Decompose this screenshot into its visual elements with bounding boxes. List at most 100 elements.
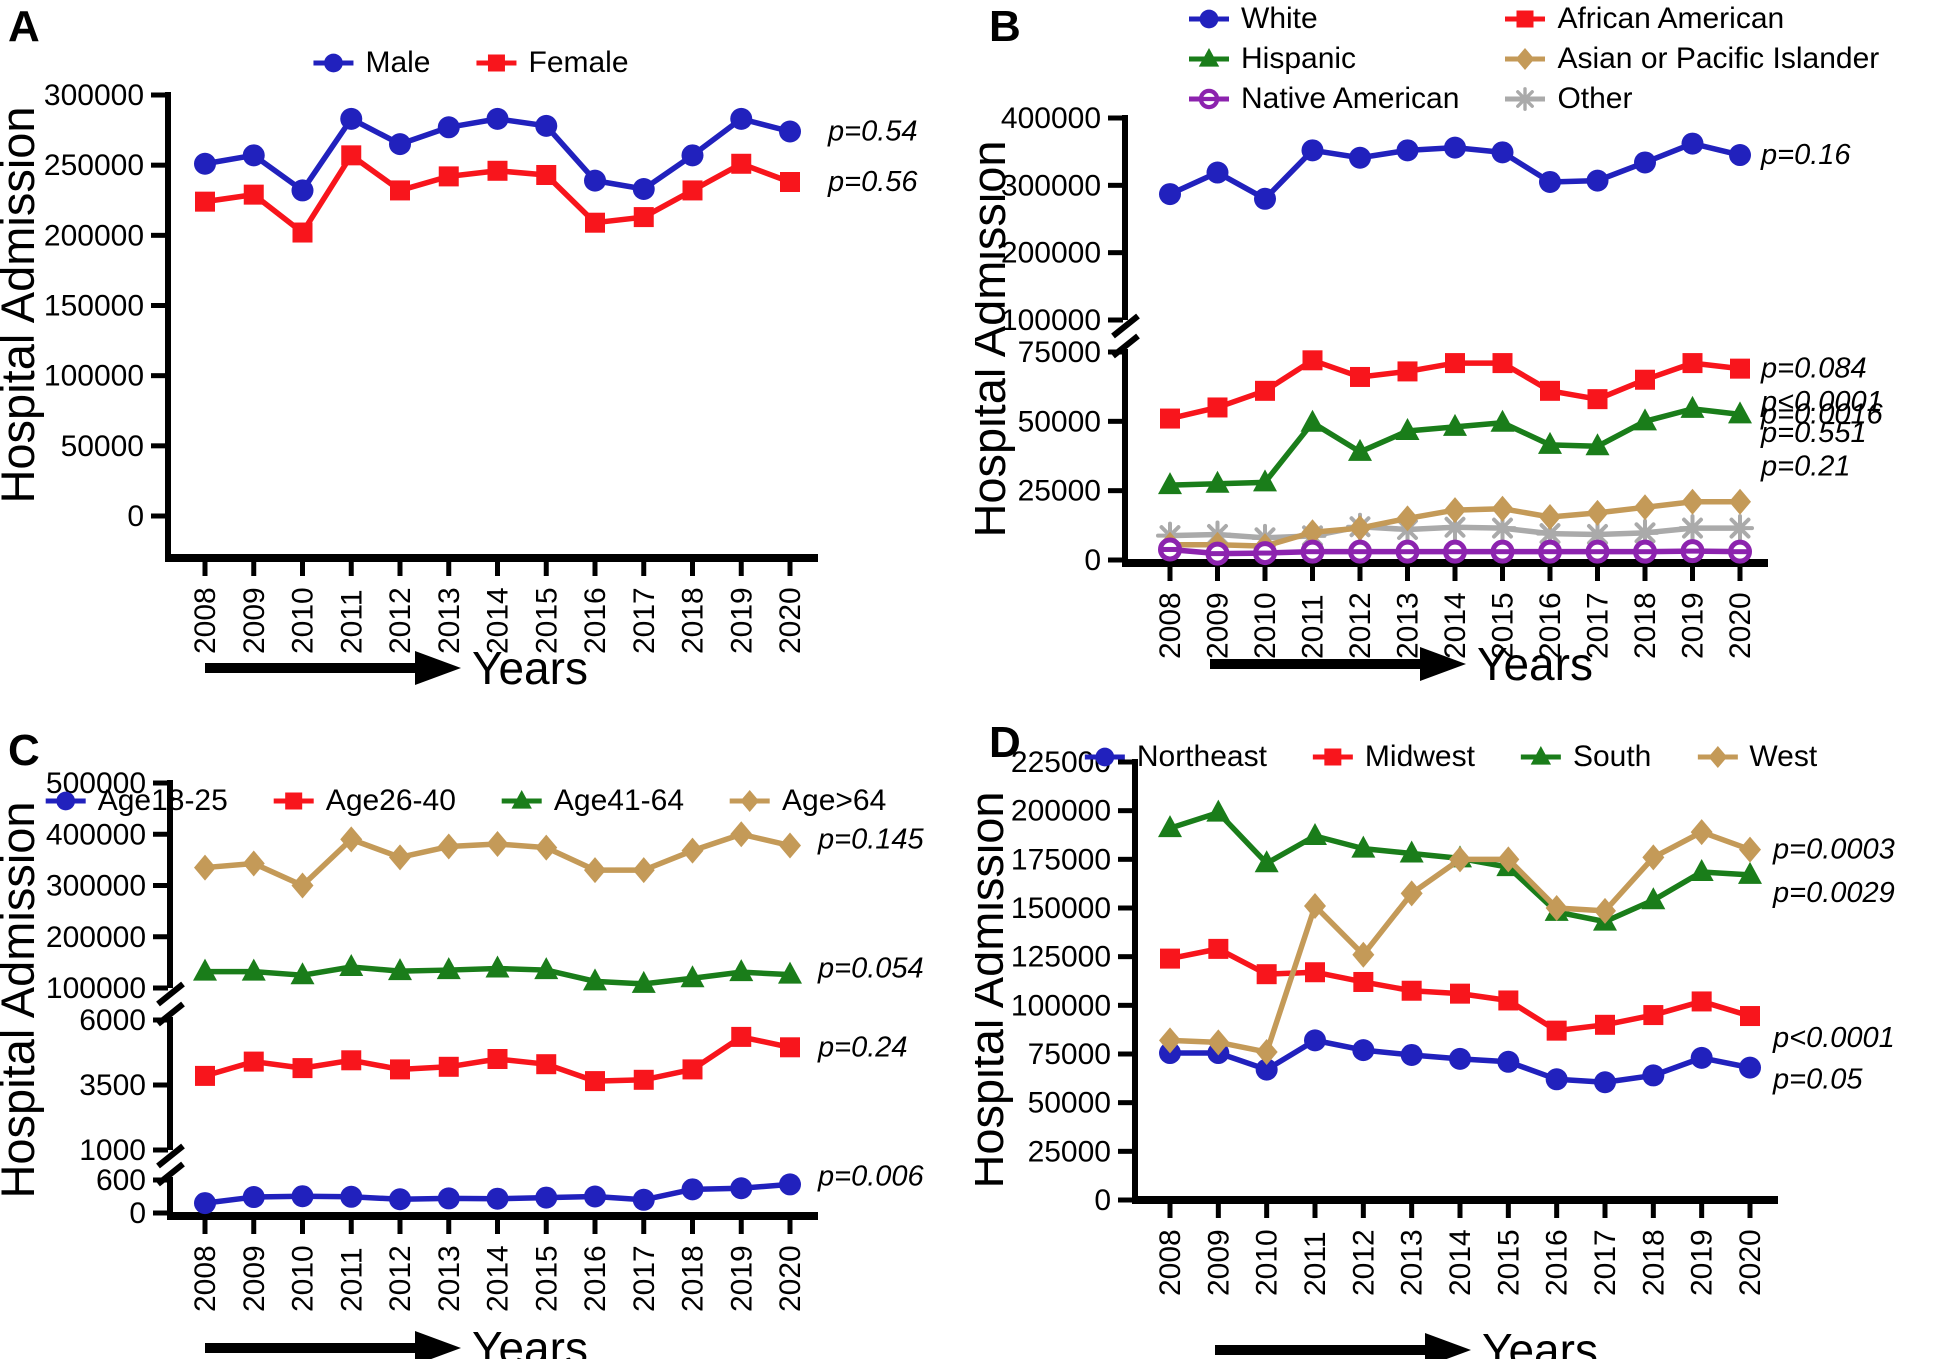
x-tick-label: 2017	[628, 587, 661, 654]
p-value-label: p=0.084	[1760, 353, 1867, 385]
x-tick-label: 2012	[384, 1245, 417, 1312]
p-value-label: p=0.551	[1760, 417, 1867, 449]
x-tick-label: 2013	[433, 587, 466, 654]
x-tick-label: 2009	[238, 587, 271, 654]
axes: 0 50000 100000 150000 200000 250000 300000 2008…	[44, 79, 818, 654]
x-tick-label: 2019	[1686, 1229, 1719, 1296]
y-tick-label: 400000	[46, 818, 146, 851]
p-value-label: p=0.054	[817, 953, 924, 985]
y-tick-label: 225000	[1011, 746, 1111, 779]
panel-letter-b: B	[989, 2, 1021, 51]
legend-item-west: West	[1695, 740, 1817, 774]
y-tick-label: 50000	[1018, 405, 1101, 438]
y-tick-label: 175000	[1011, 843, 1111, 876]
square-icon	[273, 792, 314, 810]
legend-label: Other	[1557, 82, 1633, 115]
diamond-icon	[1505, 47, 1546, 71]
legend-item-northeast: Northeast	[1083, 740, 1267, 774]
x-tick-label: 2020	[1724, 592, 1757, 659]
legend-item-african-american: African American	[1503, 2, 1879, 36]
x-tick-label: 2015	[530, 587, 563, 654]
square-icon	[476, 54, 517, 72]
series-northeast	[1159, 1029, 1761, 1094]
legend-label: Age18-25	[97, 784, 228, 817]
legend-label: Male	[365, 46, 431, 79]
x-tick-label: 2013	[1392, 592, 1425, 659]
series-midwest	[1160, 938, 1760, 1041]
x-axis-title: Years	[472, 642, 588, 694]
panel-letter-c: C	[8, 726, 40, 775]
legend-b: White African American Hispanic Asian or Pa…	[1187, 2, 1879, 116]
axis-break-mark	[156, 1143, 185, 1169]
x-axis-title: Years	[1477, 638, 1593, 690]
x-tick-label: 2014	[482, 1245, 515, 1312]
circle-icon	[1084, 747, 1125, 767]
x-tick-label: 2010	[287, 587, 320, 654]
legend-label: White	[1241, 2, 1318, 35]
y-tick-label: 0	[129, 1197, 146, 1230]
legend-item-age41-64: Age41-64	[500, 784, 684, 818]
x-tick-label: 2010	[287, 1245, 320, 1312]
x-tick-label: 2011	[1297, 594, 1330, 659]
legend-item-male: Male	[311, 46, 430, 80]
chart-region: 0 25000 50000 75000 100000 125000 150000 175000…	[975, 746, 1895, 1359]
series-white	[1159, 132, 1751, 210]
chart-race: 100000 200000 300000 400000 0 25000 50000 75000…	[975, 102, 1884, 690]
y-tick-label: 300000	[46, 870, 146, 903]
y-tick-label: 600	[96, 1164, 146, 1197]
legend-label: Asian or Pacific Islander	[1557, 42, 1880, 75]
x-tick-label: 2013	[1396, 1229, 1429, 1296]
triangle-icon	[1189, 47, 1229, 67]
y-axis-title: Hospital Admission	[0, 801, 44, 1198]
p-value-label: p=0.05	[1772, 1064, 1863, 1096]
y-tick-label: 50000	[61, 430, 144, 463]
y-tick-label: 100000	[1011, 989, 1111, 1022]
y-tick-label: 1000	[79, 1134, 146, 1167]
series-west	[1159, 819, 1761, 1066]
circle-icon	[45, 791, 86, 811]
y-tick-label: 100000	[44, 360, 144, 393]
x-tick-label: 2019	[1677, 592, 1710, 659]
x-tick-label: 2020	[774, 1245, 807, 1312]
y-tick-label: 150000	[1011, 892, 1111, 925]
axis-break-mark	[156, 981, 185, 1007]
panel-d: D Northeast Midwest South West 0 25000 50000 7…	[975, 700, 1950, 1359]
y-tick-label: 200000	[1001, 237, 1101, 270]
years-arrowhead-icon	[1420, 647, 1466, 681]
axes: 0 25000 50000 75000 100000 125000 150000 175000…	[1011, 746, 1778, 1296]
p-value-label: p=0.145	[817, 824, 925, 856]
p-value-label: p<0.0001	[1772, 1022, 1895, 1054]
series-age-64	[194, 821, 801, 899]
panel-letter-d: D	[989, 718, 1021, 767]
x-tick-label: 2020	[774, 587, 807, 654]
x-tick-label: 2017	[1582, 592, 1615, 659]
x-axis-title: Years	[472, 1322, 588, 1359]
legend-label: Female	[528, 46, 629, 79]
series-age18-25	[194, 1173, 801, 1215]
circle-icon	[1189, 9, 1229, 29]
legend-item-age-64: Age>64	[728, 784, 886, 818]
legend-label: Native American	[1241, 82, 1460, 115]
x-axis-title-group: Years	[205, 1322, 588, 1359]
y-tick-label: 0	[127, 500, 144, 533]
legend-label: Age>64	[782, 784, 887, 817]
x-tick-label: 2017	[628, 1245, 661, 1312]
y-tick-label: 150000	[44, 290, 144, 323]
p-value-label: p=0.24	[817, 1031, 908, 1063]
panel-letter-a: A	[8, 2, 40, 51]
x-tick-label: 2014	[1444, 1229, 1477, 1296]
panel-c: C Age18-25 Age26-40 Age41-64 Age>64 100000 2…	[0, 700, 975, 1359]
p-value-label: p=0.54	[827, 115, 918, 147]
x-tick-label: 2016	[1534, 592, 1567, 659]
legend-c: Age18-25 Age26-40 Age41-64 Age>64	[44, 784, 886, 818]
p-value-label: p<0.0001	[1760, 386, 1883, 418]
series-hispanic	[1158, 395, 1752, 495]
x-tick-label: 2016	[579, 1245, 612, 1312]
series-male	[194, 107, 801, 202]
legend-label: Hispanic	[1241, 42, 1357, 75]
legend-d: Northeast Midwest South West	[1083, 740, 1817, 774]
diamond-icon	[1697, 745, 1738, 769]
legend-label: Midwest	[1364, 740, 1475, 773]
x-tick-label: 2011	[335, 589, 368, 654]
p-value-label: p=0.21	[1760, 451, 1851, 483]
